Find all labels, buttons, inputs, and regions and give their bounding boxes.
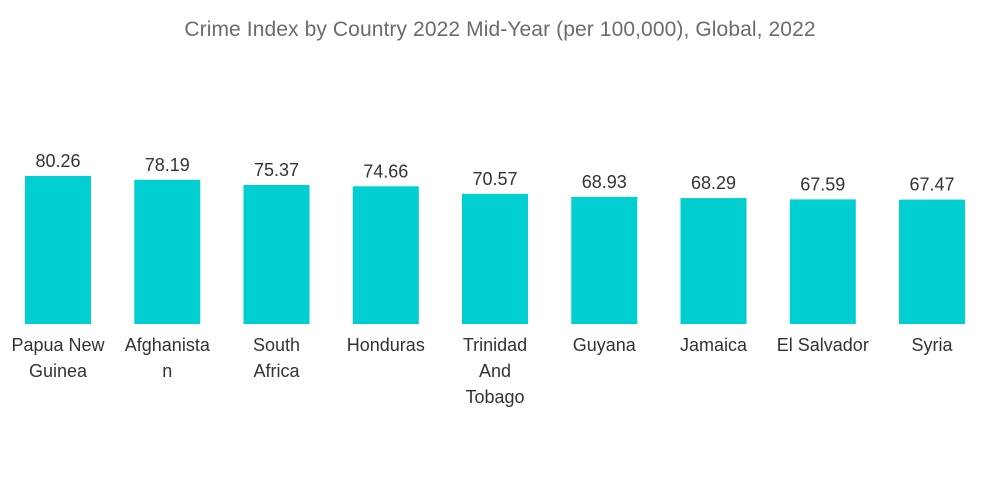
category-label-5: Guyana xyxy=(573,335,637,355)
bar-8 xyxy=(899,199,965,324)
category-label-6: Jamaica xyxy=(680,335,748,355)
category-label-3: Honduras xyxy=(347,335,425,355)
value-label-0: 80.26 xyxy=(35,151,80,171)
bar-2 xyxy=(243,185,310,324)
category-label-0: Papua New Guinea xyxy=(11,335,105,381)
value-label-2: 75.37 xyxy=(254,160,299,180)
value-label-5: 68.93 xyxy=(582,172,627,192)
category-label-2: South Africa xyxy=(253,335,301,381)
bar-0 xyxy=(25,176,91,324)
category-label-7: El Salvador xyxy=(777,335,869,355)
value-label-4: 70.57 xyxy=(472,169,517,189)
value-label-8: 67.47 xyxy=(909,175,954,195)
bar-5 xyxy=(571,196,638,324)
value-label-7: 67.59 xyxy=(800,174,845,194)
bar-4 xyxy=(462,193,528,324)
bar-1 xyxy=(134,179,201,324)
value-label-6: 68.29 xyxy=(691,173,736,193)
category-label-4: Trinidad And Tobago xyxy=(463,335,527,407)
value-label-1: 78.19 xyxy=(145,155,190,175)
category-label-1: Afghanista n xyxy=(125,335,211,381)
bar-7 xyxy=(789,199,856,324)
bar-6 xyxy=(680,198,747,324)
chart-title: Crime Index by Country 2022 Mid-Year (pe… xyxy=(184,18,816,41)
value-label-3: 74.66 xyxy=(363,161,408,181)
bar-3 xyxy=(352,186,419,324)
category-label-8: Syria xyxy=(911,335,953,355)
